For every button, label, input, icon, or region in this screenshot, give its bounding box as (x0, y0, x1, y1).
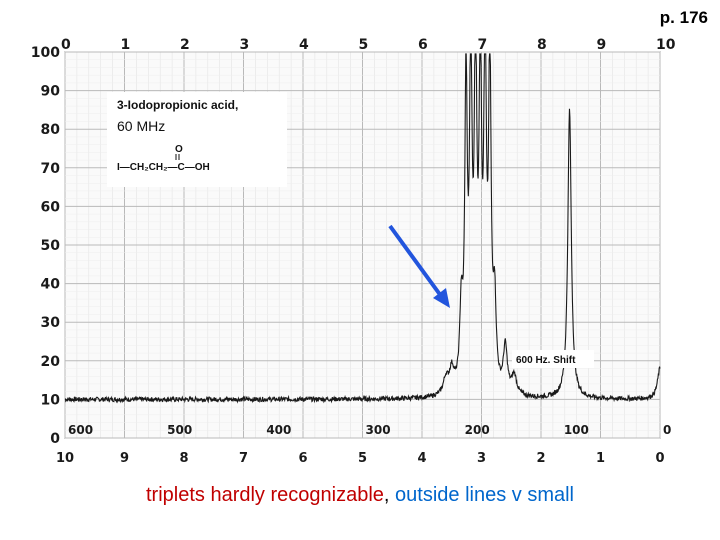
y-axis-tick-label: 60 (41, 199, 61, 215)
bottom-axis-tick-label: 7 (239, 451, 248, 466)
y-axis-tick-label: 90 (41, 84, 61, 100)
shift-label-box: 600 Hz. Shift (512, 350, 594, 368)
top-axis-tick-label: 10 (656, 37, 676, 53)
top-axis-tick-label: 5 (359, 37, 369, 53)
y-axis-tick-label: 20 (41, 354, 61, 370)
bottom-axis-tick-label: 3 (477, 451, 486, 466)
bottom-axis-tick-label: 6 (298, 451, 307, 466)
y-axis-tick-label: 0 (50, 431, 60, 447)
hz-axis-tick-label: 0 (663, 423, 671, 437)
y-axis-tick-label: 100 (31, 45, 60, 61)
compound-name: 3-Iodopropionic acid, (117, 98, 238, 112)
top-axis-tick-label: 8 (537, 37, 547, 53)
top-axis-tick-label: 9 (597, 37, 607, 53)
annotation-arrow (388, 224, 450, 308)
top-axis-tick-label: 7 (478, 37, 488, 53)
hz-axis-tick-label: 500 (167, 423, 192, 437)
hz-axis-tick-label: 400 (266, 423, 291, 437)
shift-label: 600 Hz. Shift (516, 355, 576, 366)
y-axis-tick-label: 70 (41, 161, 61, 177)
y-axis-tick-label: 80 (41, 122, 61, 138)
bottom-axis-tick-label: 5 (358, 451, 367, 466)
top-axis-tick-label: 6 (418, 37, 428, 53)
carbonyl-oxygen: O (175, 144, 183, 155)
spectrometer-frequency: 60 MHz (117, 118, 165, 134)
hz-axis-tick-label: 300 (366, 423, 391, 437)
y-axis-tick-label: 50 (41, 238, 61, 254)
caption-part-blue: outside lines v small (395, 484, 574, 506)
top-axis-tick-label: 4 (299, 37, 309, 53)
top-axis-tick-label: 0 (61, 37, 71, 53)
slide-caption: triplets hardly recognizable, outside li… (0, 484, 720, 507)
page-number: p. 176 (659, 8, 708, 27)
caption-separator: , (383, 484, 396, 506)
bottom-axis-tick-label: 4 (417, 451, 426, 466)
bottom-axis-tick-label: 9 (120, 451, 129, 466)
compound-info-box: 3-Iodopropionic acid, 60 MHz O I—CH₂CH₂—… (107, 92, 287, 187)
bottom-axis-tick-label: 2 (536, 451, 545, 466)
structural-formula: I—CH₂CH₂—C—OH (117, 162, 210, 173)
bottom-axis-tick-label: 10 (56, 451, 74, 466)
hz-axis-tick-label: 200 (465, 423, 490, 437)
bottom-axis-tick-label: 0 (655, 451, 664, 466)
y-axis-tick-label: 40 (41, 277, 61, 293)
spectrum-trace (64, 53, 661, 404)
top-axis-tick-label: 1 (121, 37, 131, 53)
hz-axis-tick-label: 600 (68, 423, 93, 437)
hz-axis-tick-label: 100 (564, 423, 589, 437)
y-axis-tick-label: 10 (41, 392, 61, 408)
caption-part-red: triplets hardly recognizable (146, 484, 384, 506)
bottom-axis-tick-label: 1 (596, 451, 605, 466)
top-axis-tick-label: 3 (240, 37, 250, 53)
bottom-axis-tick-label: 8 (179, 451, 188, 466)
top-axis-tick-label: 2 (180, 37, 190, 53)
y-axis-tick-label: 30 (41, 315, 61, 331)
